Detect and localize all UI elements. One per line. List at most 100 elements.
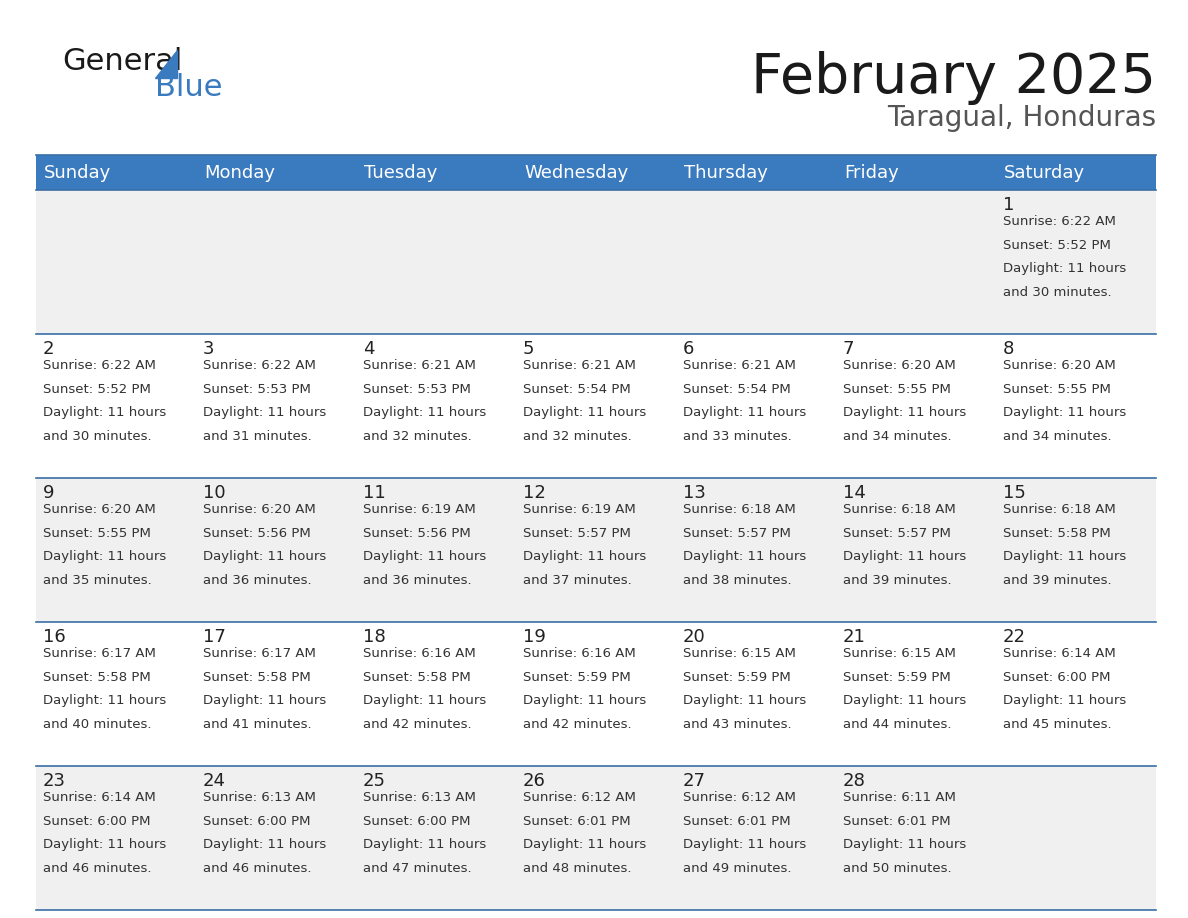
Text: and 45 minutes.: and 45 minutes. <box>1003 718 1112 731</box>
Text: Sunset: 5:59 PM: Sunset: 5:59 PM <box>683 671 791 684</box>
Text: Sunset: 5:54 PM: Sunset: 5:54 PM <box>523 383 631 396</box>
Text: Daylight: 11 hours: Daylight: 11 hours <box>203 838 327 851</box>
Text: 20: 20 <box>683 628 706 646</box>
Text: and 50 minutes.: and 50 minutes. <box>843 862 952 875</box>
Text: 18: 18 <box>364 628 386 646</box>
Text: 17: 17 <box>203 628 226 646</box>
Text: Sunrise: 6:15 AM: Sunrise: 6:15 AM <box>843 647 956 660</box>
Polygon shape <box>154 50 177 78</box>
Bar <box>36 155 1156 190</box>
Text: Daylight: 11 hours: Daylight: 11 hours <box>843 551 966 564</box>
Text: and 42 minutes.: and 42 minutes. <box>364 718 472 731</box>
Text: 7: 7 <box>843 340 854 358</box>
Text: Sunset: 5:54 PM: Sunset: 5:54 PM <box>683 383 791 396</box>
Text: 2: 2 <box>43 340 55 358</box>
Text: Daylight: 11 hours: Daylight: 11 hours <box>203 694 327 708</box>
Text: Sunset: 6:01 PM: Sunset: 6:01 PM <box>523 814 631 828</box>
Text: Sunset: 5:58 PM: Sunset: 5:58 PM <box>43 671 151 684</box>
Text: Daylight: 11 hours: Daylight: 11 hours <box>523 551 646 564</box>
Bar <box>36 334 1156 478</box>
Text: and 31 minutes.: and 31 minutes. <box>203 431 311 443</box>
Text: Saturday: Saturday <box>1004 163 1085 182</box>
Text: Daylight: 11 hours: Daylight: 11 hours <box>843 407 966 420</box>
Text: and 42 minutes.: and 42 minutes. <box>523 718 632 731</box>
Text: Sunset: 6:00 PM: Sunset: 6:00 PM <box>1003 671 1111 684</box>
Text: Monday: Monday <box>204 163 274 182</box>
Text: and 40 minutes.: and 40 minutes. <box>43 718 152 731</box>
Text: and 35 minutes.: and 35 minutes. <box>43 574 152 588</box>
Text: Daylight: 11 hours: Daylight: 11 hours <box>683 551 807 564</box>
Text: Sunset: 5:59 PM: Sunset: 5:59 PM <box>523 671 631 684</box>
Text: Daylight: 11 hours: Daylight: 11 hours <box>43 407 166 420</box>
Text: Sunset: 5:55 PM: Sunset: 5:55 PM <box>1003 383 1111 396</box>
Text: 4: 4 <box>364 340 374 358</box>
Bar <box>36 622 1156 766</box>
Text: 22: 22 <box>1003 628 1026 646</box>
Text: 3: 3 <box>203 340 215 358</box>
Bar <box>36 766 1156 910</box>
Text: 5: 5 <box>523 340 535 358</box>
Text: Taragual, Honduras: Taragual, Honduras <box>887 104 1156 132</box>
Text: Daylight: 11 hours: Daylight: 11 hours <box>43 694 166 708</box>
Text: and 36 minutes.: and 36 minutes. <box>203 574 311 588</box>
Text: Sunset: 5:53 PM: Sunset: 5:53 PM <box>364 383 470 396</box>
Text: Sunset: 5:55 PM: Sunset: 5:55 PM <box>843 383 950 396</box>
Text: General: General <box>62 48 183 76</box>
Text: Sunrise: 6:16 AM: Sunrise: 6:16 AM <box>364 647 475 660</box>
Text: Sunrise: 6:22 AM: Sunrise: 6:22 AM <box>43 359 156 372</box>
Text: Sunrise: 6:11 AM: Sunrise: 6:11 AM <box>843 790 956 804</box>
Bar <box>36 478 1156 622</box>
Text: Sunrise: 6:20 AM: Sunrise: 6:20 AM <box>203 503 316 516</box>
Text: Daylight: 11 hours: Daylight: 11 hours <box>1003 551 1126 564</box>
Text: and 32 minutes.: and 32 minutes. <box>364 431 472 443</box>
Bar <box>36 190 1156 334</box>
Text: Blue: Blue <box>154 73 222 103</box>
Text: Daylight: 11 hours: Daylight: 11 hours <box>843 694 966 708</box>
Text: Sunrise: 6:18 AM: Sunrise: 6:18 AM <box>683 503 796 516</box>
Text: Sunset: 5:52 PM: Sunset: 5:52 PM <box>43 383 151 396</box>
Text: Sunrise: 6:19 AM: Sunrise: 6:19 AM <box>364 503 475 516</box>
Text: Sunrise: 6:13 AM: Sunrise: 6:13 AM <box>364 790 476 804</box>
Text: and 43 minutes.: and 43 minutes. <box>683 718 791 731</box>
Text: Sunset: 5:59 PM: Sunset: 5:59 PM <box>843 671 950 684</box>
Text: Sunrise: 6:13 AM: Sunrise: 6:13 AM <box>203 790 316 804</box>
Text: Daylight: 11 hours: Daylight: 11 hours <box>523 838 646 851</box>
Text: 24: 24 <box>203 772 226 790</box>
Text: Sunset: 5:58 PM: Sunset: 5:58 PM <box>1003 527 1111 540</box>
Text: 28: 28 <box>843 772 866 790</box>
Text: Sunset: 5:58 PM: Sunset: 5:58 PM <box>364 671 470 684</box>
Text: 10: 10 <box>203 484 226 502</box>
Text: Sunrise: 6:21 AM: Sunrise: 6:21 AM <box>523 359 636 372</box>
Text: Daylight: 11 hours: Daylight: 11 hours <box>203 551 327 564</box>
Text: Daylight: 11 hours: Daylight: 11 hours <box>364 694 486 708</box>
Text: Sunrise: 6:16 AM: Sunrise: 6:16 AM <box>523 647 636 660</box>
Text: 14: 14 <box>843 484 866 502</box>
Text: Sunset: 6:00 PM: Sunset: 6:00 PM <box>43 814 151 828</box>
Text: Daylight: 11 hours: Daylight: 11 hours <box>1003 407 1126 420</box>
Text: 21: 21 <box>843 628 866 646</box>
Text: Sunset: 5:57 PM: Sunset: 5:57 PM <box>683 527 791 540</box>
Text: Daylight: 11 hours: Daylight: 11 hours <box>203 407 327 420</box>
Text: 12: 12 <box>523 484 545 502</box>
Text: 23: 23 <box>43 772 67 790</box>
Text: 6: 6 <box>683 340 694 358</box>
Text: and 47 minutes.: and 47 minutes. <box>364 862 472 875</box>
Text: Sunrise: 6:17 AM: Sunrise: 6:17 AM <box>203 647 316 660</box>
Text: Daylight: 11 hours: Daylight: 11 hours <box>683 407 807 420</box>
Text: 11: 11 <box>364 484 386 502</box>
Text: Daylight: 11 hours: Daylight: 11 hours <box>683 838 807 851</box>
Text: and 41 minutes.: and 41 minutes. <box>203 718 311 731</box>
Text: Sunrise: 6:20 AM: Sunrise: 6:20 AM <box>843 359 956 372</box>
Text: Thursday: Thursday <box>684 163 767 182</box>
Text: and 39 minutes.: and 39 minutes. <box>1003 574 1112 588</box>
Text: Sunrise: 6:14 AM: Sunrise: 6:14 AM <box>43 790 156 804</box>
Text: Daylight: 11 hours: Daylight: 11 hours <box>1003 263 1126 275</box>
Text: and 48 minutes.: and 48 minutes. <box>523 862 632 875</box>
Text: Sunset: 6:01 PM: Sunset: 6:01 PM <box>843 814 950 828</box>
Text: 15: 15 <box>1003 484 1026 502</box>
Text: 9: 9 <box>43 484 55 502</box>
Text: Daylight: 11 hours: Daylight: 11 hours <box>523 694 646 708</box>
Text: Sunset: 5:55 PM: Sunset: 5:55 PM <box>43 527 151 540</box>
Text: and 38 minutes.: and 38 minutes. <box>683 574 791 588</box>
Text: Sunset: 5:58 PM: Sunset: 5:58 PM <box>203 671 311 684</box>
